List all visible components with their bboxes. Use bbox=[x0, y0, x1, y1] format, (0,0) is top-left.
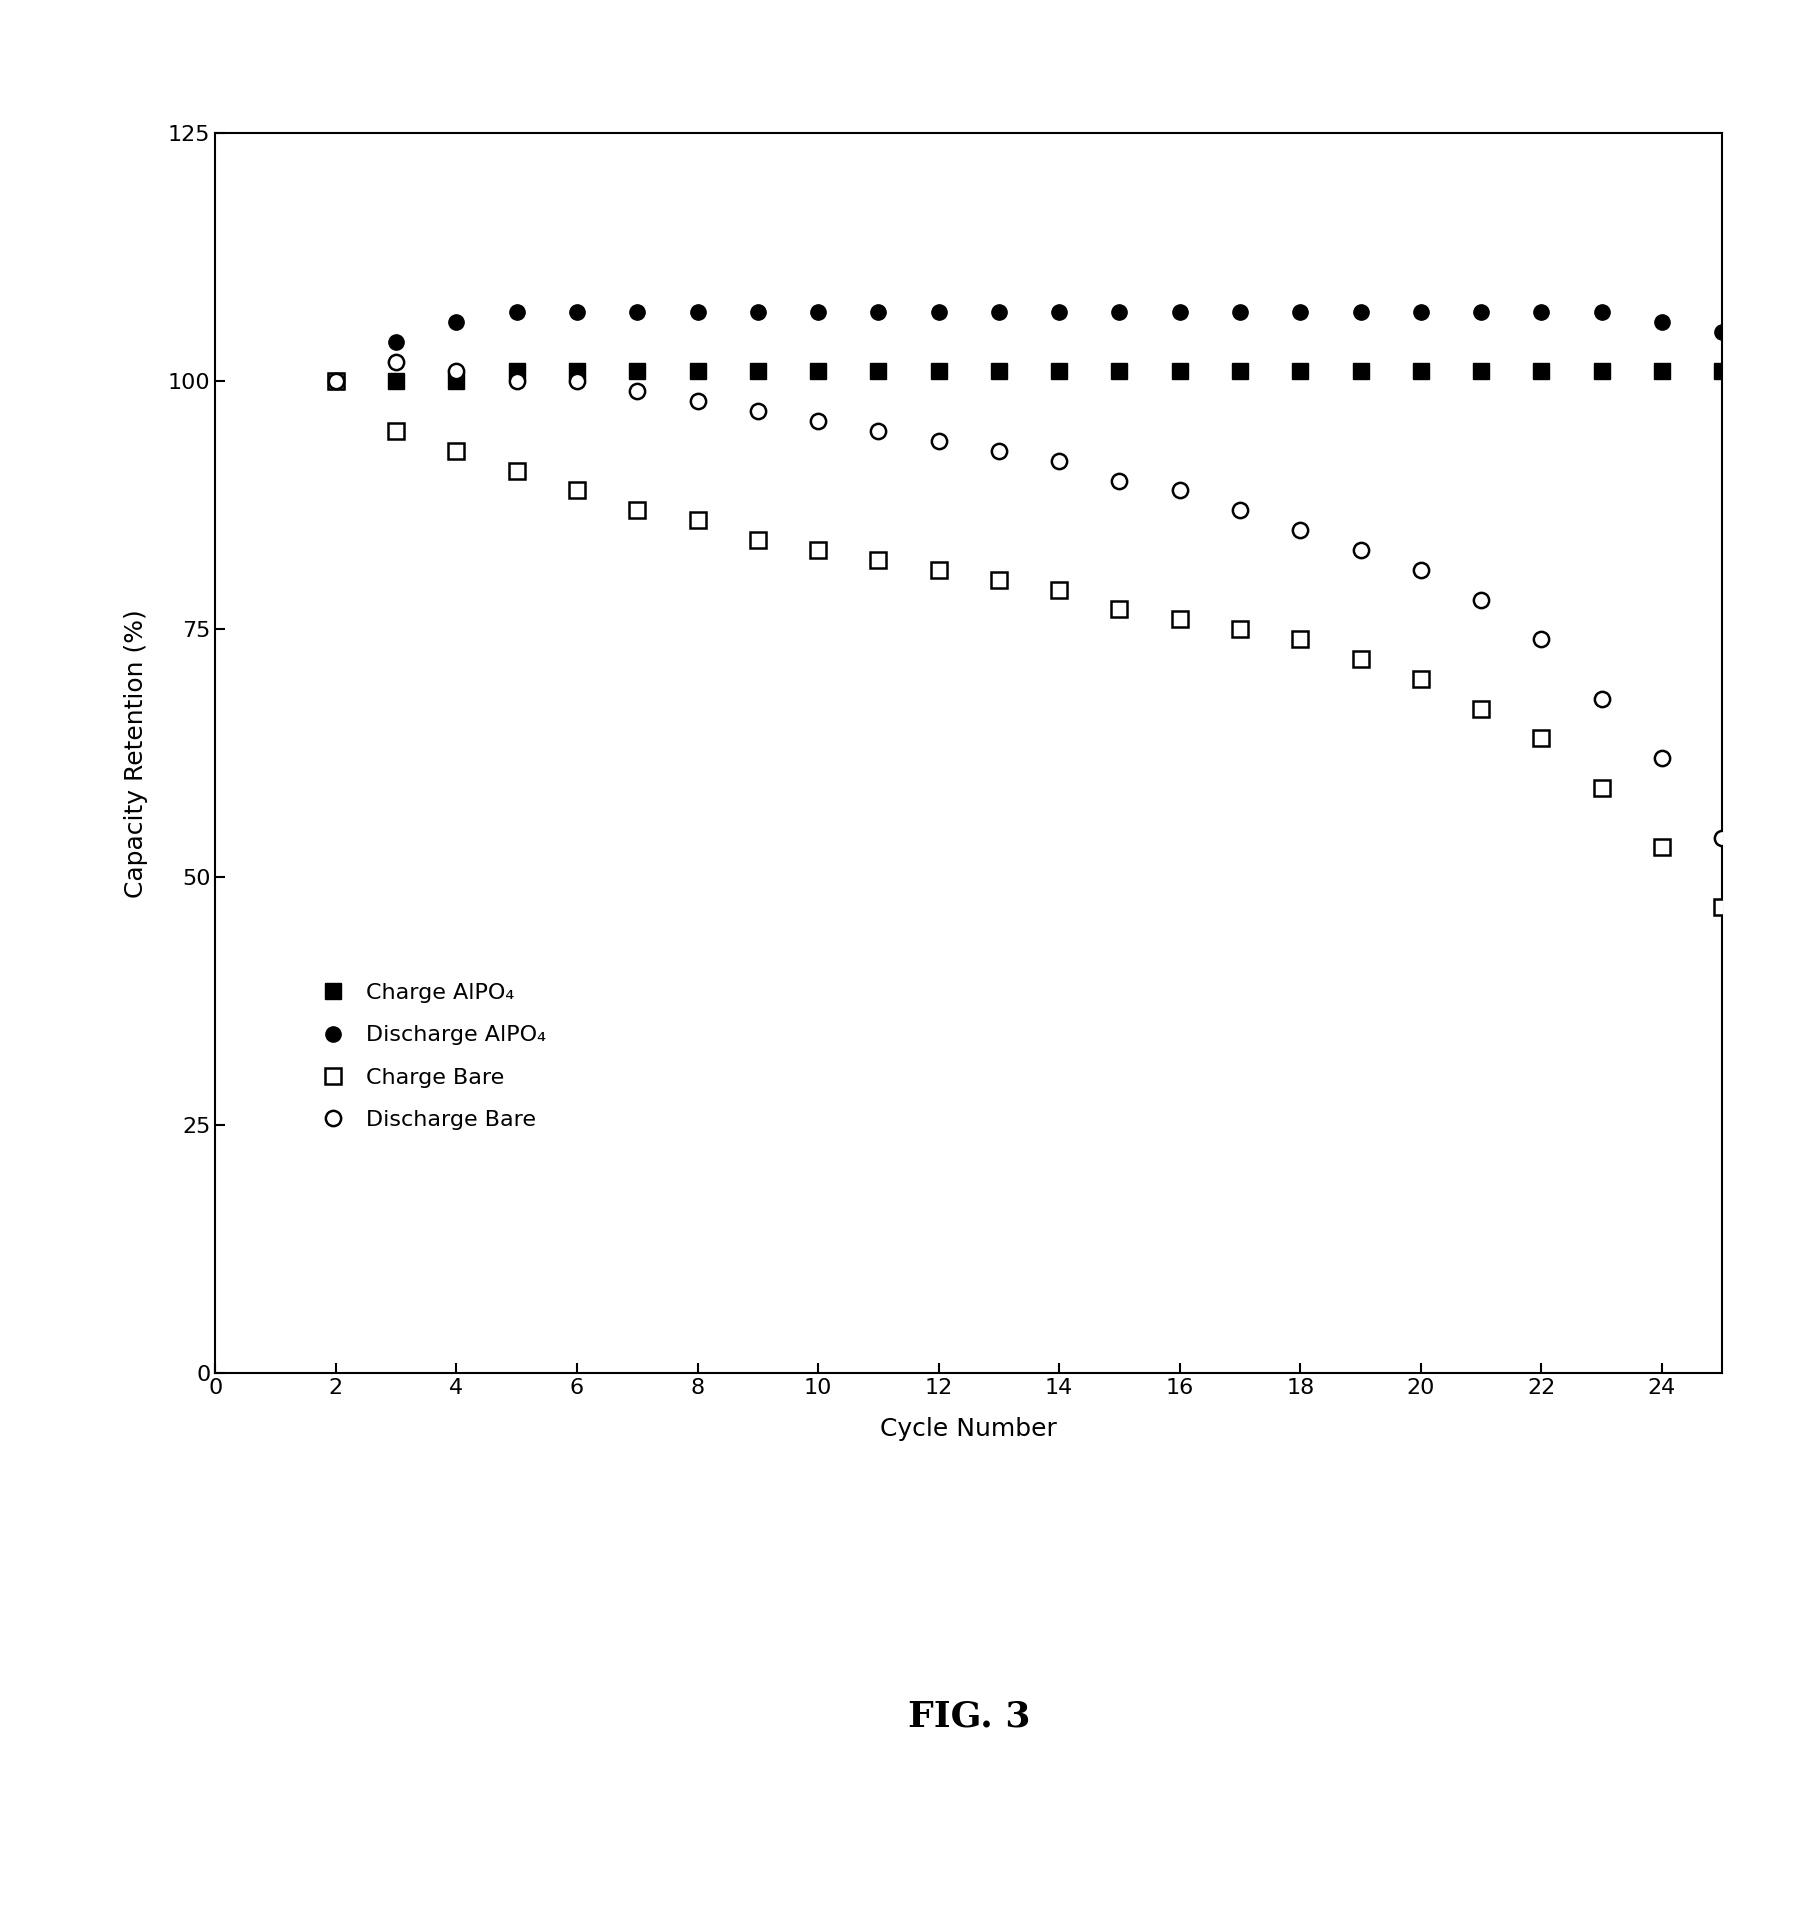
Y-axis label: Capacity Retention (%): Capacity Retention (%) bbox=[124, 608, 149, 898]
X-axis label: Cycle Number: Cycle Number bbox=[881, 1417, 1057, 1442]
Text: FIG. 3: FIG. 3 bbox=[908, 1699, 1030, 1733]
Legend: Charge AlPO₄, Discharge AlPO₄, Charge Bare, Discharge Bare: Charge AlPO₄, Discharge AlPO₄, Charge Ba… bbox=[301, 974, 554, 1138]
